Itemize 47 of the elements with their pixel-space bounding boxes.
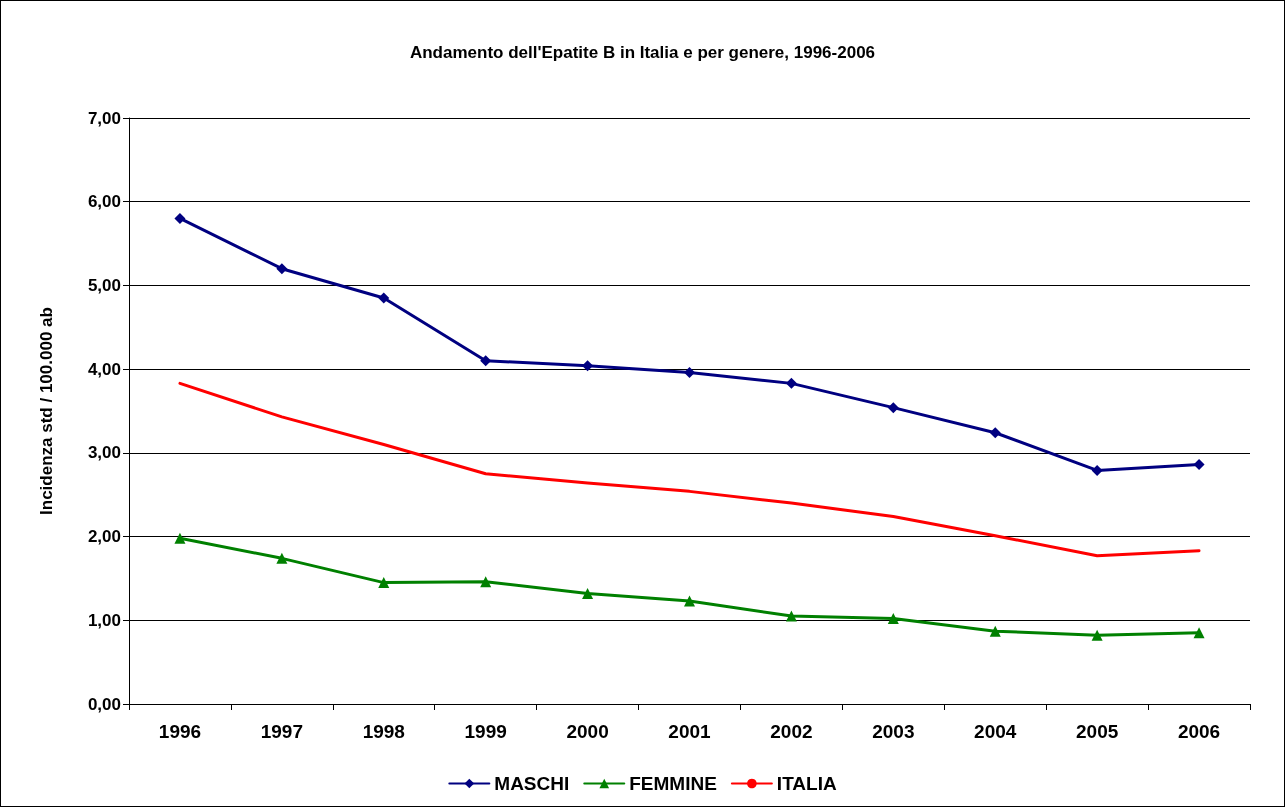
- point: [684, 366, 695, 378]
- x-tick-label: 2001: [668, 721, 712, 742]
- point: [582, 588, 594, 599]
- x-tick-label: 2003: [872, 721, 915, 742]
- point: [989, 625, 1001, 637]
- point: [1193, 627, 1205, 639]
- point: [174, 212, 186, 224]
- point: [887, 613, 899, 625]
- y-tick-label: 6,00: [87, 192, 121, 212]
- legend-label: MASCHI: [494, 773, 570, 794]
- point: [785, 610, 797, 622]
- point: [378, 577, 390, 589]
- x-tick-label: 2005: [1076, 721, 1119, 742]
- y-tick-label: 5,00: [87, 275, 121, 295]
- x-tick-label: 1998: [362, 721, 405, 742]
- point: [1091, 464, 1103, 476]
- x-tick-label: 1997: [260, 721, 303, 742]
- y-tick-label: 3,00: [87, 443, 121, 463]
- point: [1193, 459, 1205, 471]
- x-tick-label: 2000: [566, 721, 609, 742]
- point: [785, 377, 797, 389]
- point: [480, 355, 492, 367]
- y-axis-title: Incidenza std / 100.000 ab: [37, 307, 56, 515]
- legend-label: FEMMINE: [629, 773, 717, 794]
- y-tick-label: 0,00: [87, 694, 121, 714]
- point: [989, 427, 1001, 439]
- x-tick-label: 2006: [1177, 721, 1221, 742]
- y-tick-label: 1,00: [87, 610, 121, 630]
- line-series: [178, 381, 1201, 558]
- point: [276, 263, 288, 275]
- y-tick-label: 4,00: [87, 359, 121, 379]
- point: [582, 360, 594, 372]
- point: [378, 292, 390, 304]
- x-tick-label: 2002: [770, 721, 813, 742]
- y-tick-label: 7,00: [87, 108, 121, 128]
- legend-label: ITALIA: [776, 773, 837, 794]
- point: [684, 595, 695, 607]
- y-tick-label: 2,00: [87, 527, 121, 547]
- point: [480, 576, 492, 588]
- x-tick-label: 2004: [974, 721, 1017, 742]
- point: [887, 402, 899, 414]
- x-tick-label: 1996: [158, 721, 202, 742]
- point: [1091, 629, 1103, 641]
- point: [174, 532, 186, 544]
- chart-title: Andamento dell'Epatite B in Italia e per genere, 1996-2006: [409, 43, 876, 62]
- point: [276, 552, 288, 564]
- x-tick-label: 1999: [464, 721, 507, 742]
